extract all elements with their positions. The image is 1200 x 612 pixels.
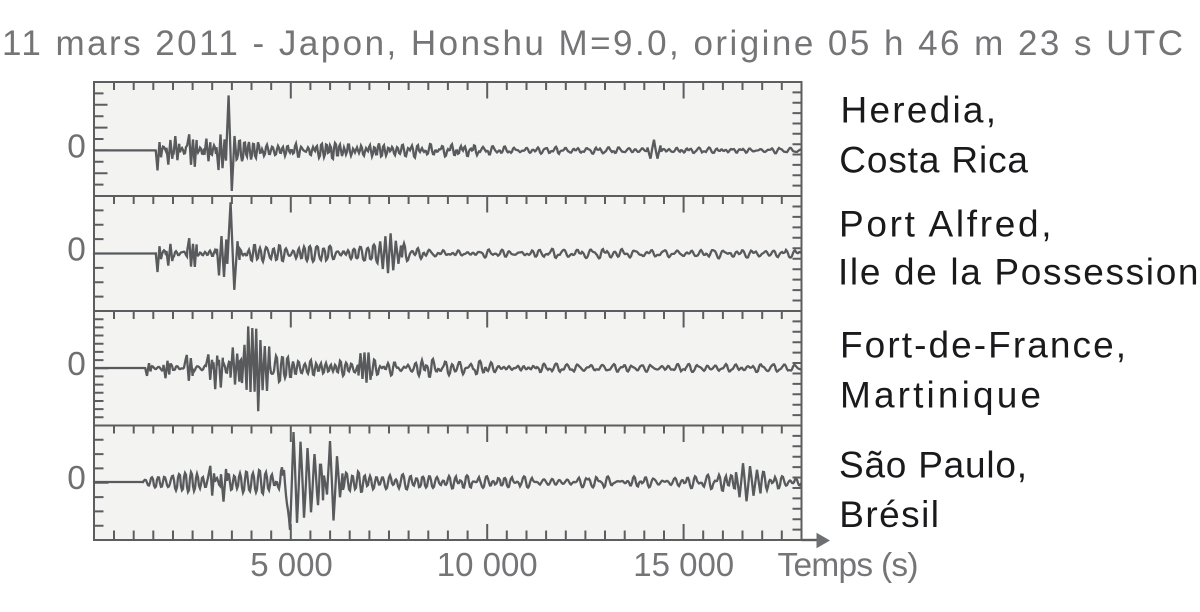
- svg-text:Temps (s): Temps (s): [778, 547, 919, 584]
- svg-text:5 000: 5 000: [250, 546, 333, 583]
- svg-text:Ile de la Possession: Ile de la Possession: [838, 252, 1199, 293]
- svg-text:Fort-de-France,: Fort-de-France,: [840, 325, 1126, 366]
- svg-text:Costa Rica: Costa Rica: [839, 140, 1028, 181]
- svg-text:0: 0: [67, 346, 86, 383]
- svg-text:10 000: 10 000: [437, 546, 538, 583]
- svg-text:Heredia,: Heredia,: [841, 89, 997, 130]
- svg-text:Brésil: Brésil: [839, 494, 939, 535]
- svg-text:0: 0: [67, 460, 86, 497]
- svg-text:0: 0: [67, 231, 86, 268]
- svg-text:15 000: 15 000: [633, 546, 734, 583]
- svg-text:11 mars 2011 - Japon, Honshu M: 11 mars 2011 - Japon, Honshu M=9.0, orig…: [2, 24, 1183, 63]
- svg-text:São Paulo,: São Paulo,: [839, 445, 1027, 486]
- svg-text:Port Alfred,: Port Alfred,: [839, 203, 1052, 244]
- svg-text:0: 0: [67, 128, 86, 165]
- svg-text:Martinique: Martinique: [840, 375, 1041, 416]
